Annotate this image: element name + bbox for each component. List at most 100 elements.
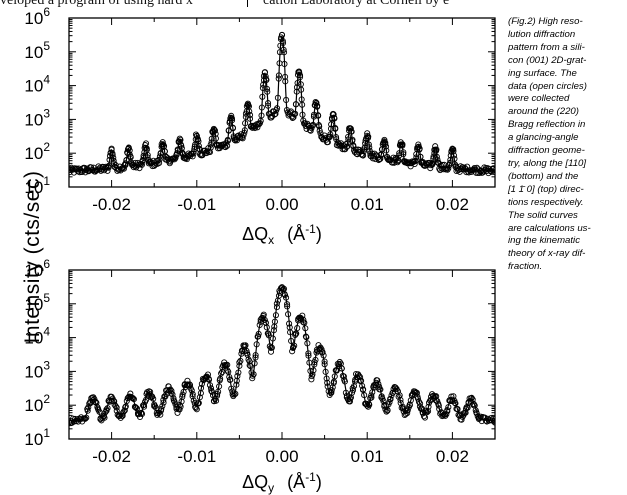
x-axis-label-part: (Å [282,472,305,492]
data-point [104,405,111,412]
y-tick-base: 10 [24,329,43,348]
data-point [227,376,234,383]
data-point [433,146,440,153]
data-point [144,151,151,159]
data-point [414,393,421,400]
data-point [193,133,200,140]
data-point [299,111,306,118]
data-point [348,128,355,135]
data-point [332,125,339,132]
data-point [384,153,391,161]
data-point [451,399,459,406]
data-point [190,150,197,157]
data-point [233,381,240,388]
data-point [294,80,301,87]
caption-line: [1 1̄ 0] (top) direc- [508,183,584,195]
data-point [249,375,256,382]
data-point [445,404,452,411]
data-point [208,387,215,394]
data-point [281,60,288,68]
data-point [232,390,239,397]
data-point [236,359,243,366]
model-curve [69,35,495,172]
y-tick-label: 104 [24,325,50,348]
y-tick-base: 10 [24,144,43,163]
data-point [308,373,315,380]
data-point [401,158,408,165]
data-point [473,409,480,416]
data-point [209,129,216,136]
data-point [447,156,454,163]
data-point [342,389,349,396]
x-tick-label: 0.02 [436,447,469,466]
data-point [211,127,218,134]
data-point [288,337,295,345]
data-point [447,152,454,159]
data-point [241,129,248,136]
data-point [365,400,372,407]
data-point [189,391,196,398]
data-point [197,384,205,392]
data-point [120,408,127,415]
data-point [252,354,259,361]
x-axis-label-part: x [268,233,274,247]
data-point [384,407,391,414]
data-point [298,86,305,93]
data-point [189,393,196,400]
data-point [156,159,163,167]
data-point [289,344,297,352]
data-point [268,344,275,351]
data-point [290,114,297,121]
data-point [186,381,194,389]
data-point [286,324,293,331]
data-point [292,330,299,337]
data-point [129,395,136,402]
data-point [411,388,418,395]
data-point [278,31,286,38]
data-point [338,365,345,372]
data-point [327,131,334,138]
data-point [349,385,356,392]
x-tick-label: -0.01 [177,195,216,214]
data-point [138,409,145,416]
data-point [188,387,195,394]
data-point [113,404,120,411]
data-point [109,151,116,158]
data-point [84,407,91,414]
data-point [304,340,311,347]
data-point [207,144,214,151]
data-point [283,96,290,104]
data-point [354,371,361,378]
data-point [366,144,373,151]
data-point [237,357,244,364]
data-point [274,94,281,101]
data-point [360,152,367,159]
y-tick-exponent: 6 [43,257,50,271]
data-point [279,38,286,45]
data-point [245,103,252,110]
data-point [413,154,420,161]
data-point [247,123,255,130]
x-tick-label: 0.00 [265,195,298,214]
data-point [263,324,270,331]
data-point [272,110,279,117]
data-point [195,400,202,407]
data-point [104,167,111,174]
data-point [383,147,390,154]
data-point [446,397,453,404]
data-point [108,393,115,400]
data-point [285,311,292,318]
data-point [103,406,110,413]
data-point [111,398,118,405]
y-tick-base: 10 [24,178,43,197]
figure-caption: (Fig.2) High reso-lution diffraction patt… [508,16,624,274]
y-tick-base: 10 [24,430,43,449]
data-point [491,419,495,426]
x-axis-label: ΔQy (Å-1) [242,470,322,495]
data-point [451,155,458,162]
data-point [475,415,482,423]
caption-line: diffraction geome- [508,145,585,157]
x-axis-label: ΔQx (Å-1) [242,222,322,247]
data-point [121,407,128,414]
data-point [425,403,432,410]
